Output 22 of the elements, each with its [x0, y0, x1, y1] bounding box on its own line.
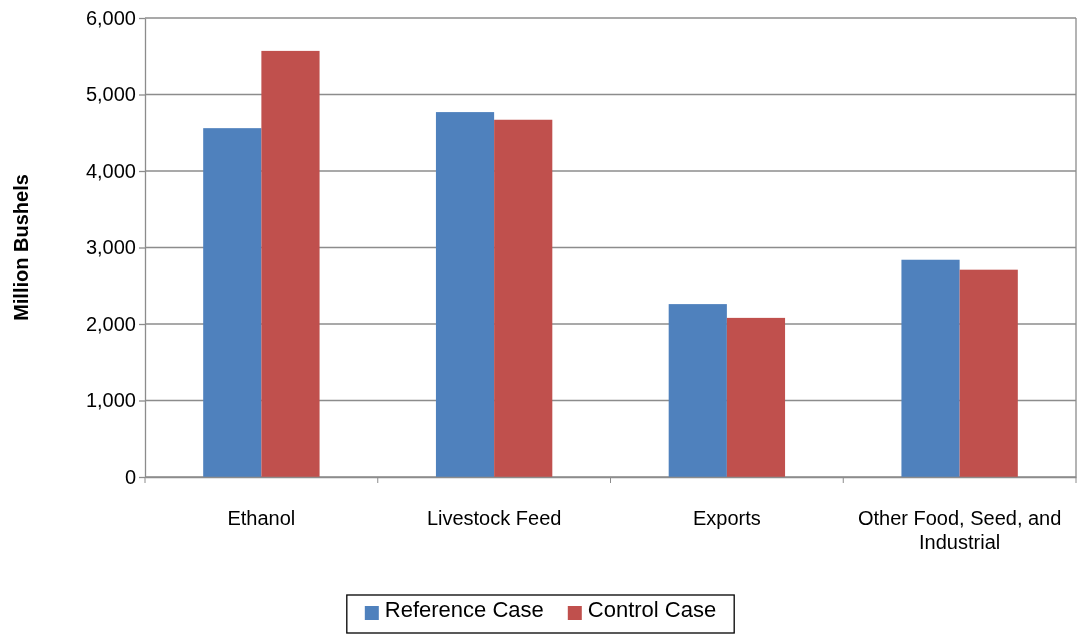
bar — [261, 50, 320, 477]
legend-label: Reference Case — [384, 597, 544, 622]
bar — [435, 112, 495, 477]
y-tick-label: 1,000 — [85, 389, 136, 412]
y-tick-label: 3,000 — [85, 236, 136, 259]
y-tick-label: 4,000 — [85, 159, 136, 182]
y-axis-title: Million Bushels — [10, 174, 32, 321]
bar — [959, 269, 1018, 477]
legend-label: Control Case — [587, 597, 717, 622]
bar — [668, 304, 727, 477]
bar — [203, 128, 262, 477]
x-tick-label: Livestock Feed — [426, 507, 562, 530]
x-tick-label: Other Food, Seed, and Industrial — [857, 507, 1062, 554]
bar — [726, 317, 786, 477]
y-tick-label: 6,000 — [85, 6, 136, 29]
y-tick-label: 2,000 — [85, 312, 136, 335]
bar — [494, 119, 553, 477]
x-tick-label: Exports — [692, 507, 761, 530]
x-tick-label: Ethanol — [227, 507, 296, 530]
y-tick-label: 0 — [124, 465, 136, 488]
y-tick-label: 5,000 — [85, 83, 136, 106]
bar — [901, 259, 960, 477]
